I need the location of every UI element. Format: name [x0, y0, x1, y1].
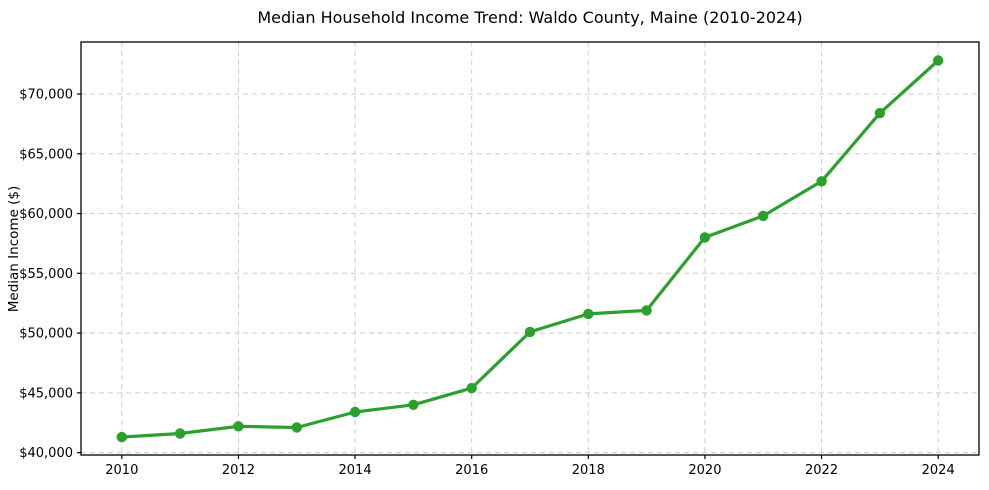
data-point-2013 [291, 422, 302, 433]
data-point-2022 [816, 176, 827, 187]
x-tick-label: 2020 [688, 463, 721, 478]
data-point-2018 [583, 308, 594, 320]
y-tick-label: $40,000 [19, 446, 73, 461]
y-tick-label: $50,000 [19, 327, 73, 342]
x-tick-label: 2012 [222, 463, 255, 478]
y-tick-label: $70,000 [19, 87, 73, 102]
data-point-2020 [699, 232, 711, 243]
y-tick-label: $60,000 [19, 207, 73, 222]
data-point-2021 [758, 210, 769, 222]
chart-title: Median Household Income Trend: Waldo Cou… [257, 8, 803, 27]
y-axis-label: Median Income ($) [6, 185, 22, 313]
data-point-2010 [116, 431, 128, 443]
data-point-2024 [933, 55, 944, 66]
x-axis: 2010 2012 2014 2016 2018 2020 2022 2024 [105, 455, 955, 478]
x-tick-label: 2014 [339, 463, 372, 478]
data-point-2019 [641, 305, 652, 316]
x-tick-label: 2024 [922, 463, 955, 478]
x-tick-label: 2016 [455, 463, 488, 478]
y-tick-label: $45,000 [19, 386, 73, 401]
data-point-2014 [349, 406, 361, 418]
gridlines [81, 42, 979, 455]
trend-line [120, 58, 940, 439]
data-point-2012 [233, 421, 244, 432]
data-point-2015 [408, 399, 419, 410]
y-tick-label: $55,000 [19, 267, 73, 282]
x-tick-label: 2022 [805, 463, 838, 478]
plot-border [80, 41, 980, 456]
x-tick-label: 2018 [572, 463, 605, 478]
data-point-2011 [174, 428, 186, 439]
data-points [116, 55, 944, 443]
data-point-2016 [466, 382, 477, 394]
y-axis: $40,000 $45,000 $50,000 $55,000 $60,000 $65,0… [19, 87, 81, 461]
data-point-2017 [524, 326, 536, 338]
x-tick-label: 2010 [105, 463, 138, 478]
data-point-2023 [874, 107, 886, 119]
y-tick-label: $65,000 [19, 147, 73, 162]
